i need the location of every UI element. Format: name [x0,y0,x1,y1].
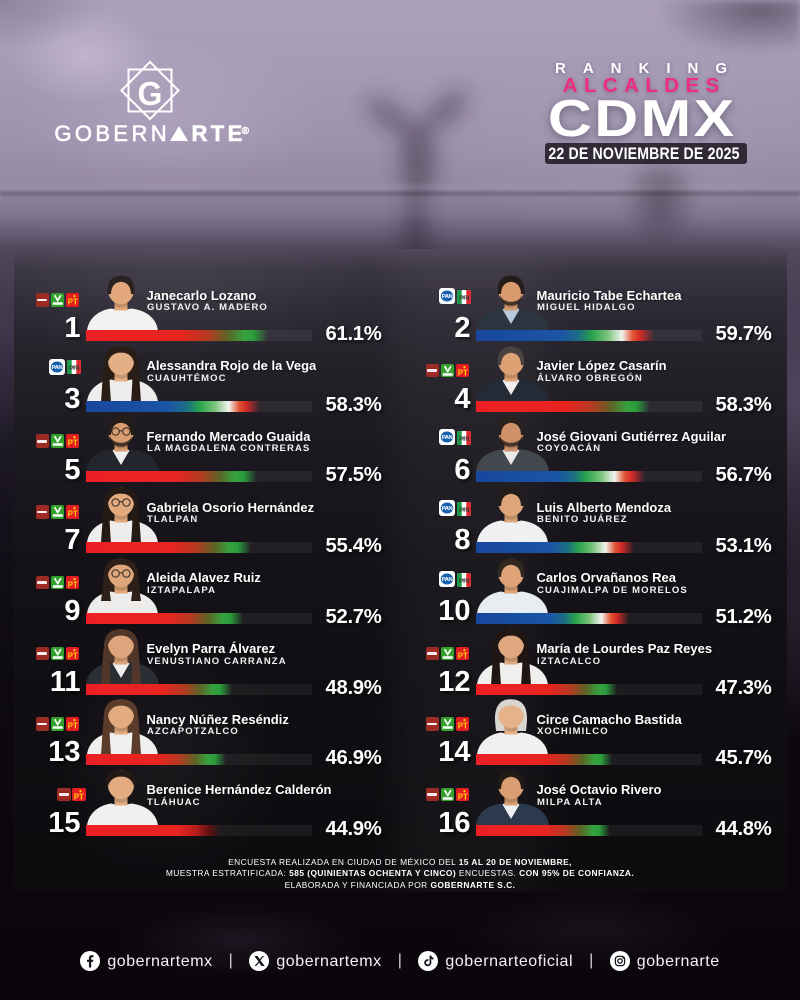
svg-text:PAN: PAN [442,294,453,300]
svg-text:PT: PT [67,439,77,448]
svg-text:PT: PT [457,651,467,660]
svg-text:PRI: PRI [69,365,79,372]
svg-text:PAN: PAN [442,436,453,442]
svg-text:PRI: PRI [459,436,469,443]
svg-text:PT: PT [67,297,77,306]
svg-text:PAN: PAN [442,577,453,583]
svg-text:PRI: PRI [459,295,469,302]
svg-text:PT: PT [457,368,467,377]
svg-text:PT: PT [67,722,77,731]
svg-text:PAN: PAN [52,365,63,371]
svg-text:PAN: PAN [442,506,453,512]
svg-text:G: G [137,76,162,113]
svg-text:PT: PT [457,792,467,801]
svg-text:PT: PT [457,722,467,731]
svg-text:PT: PT [67,509,77,518]
svg-text:PRI: PRI [459,507,469,514]
svg-text:PT: PT [67,651,77,660]
svg-text:PRI: PRI [459,578,469,585]
svg-text:PT: PT [67,580,77,589]
svg-text:PT: PT [74,792,84,801]
